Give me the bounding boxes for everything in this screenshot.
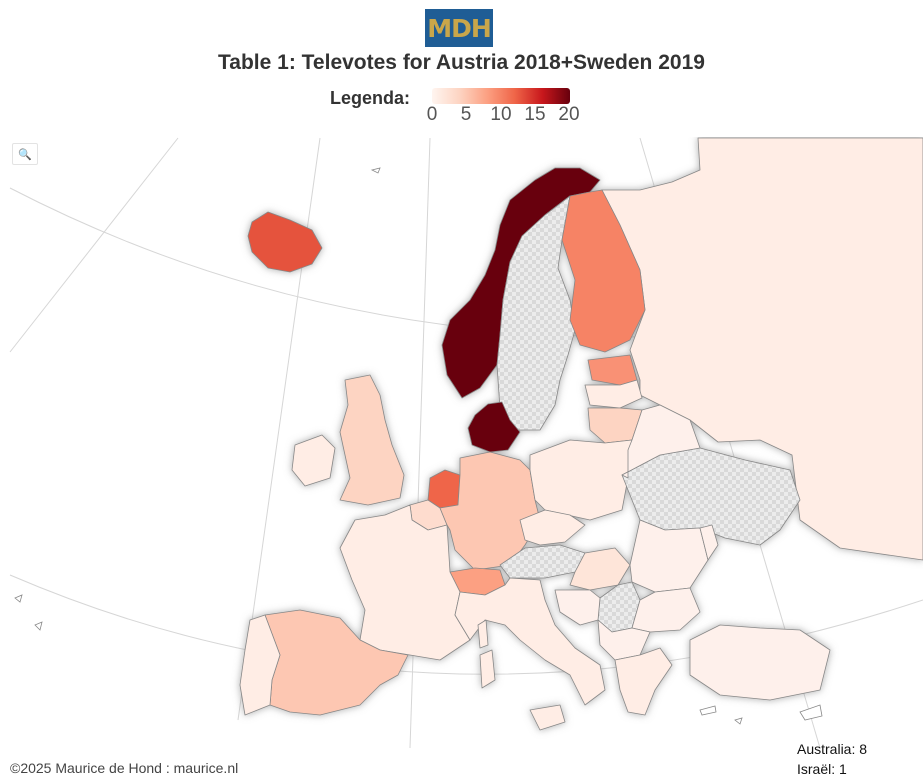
denmark[interactable]	[467, 401, 521, 453]
italy[interactable]	[454, 577, 606, 706]
greece[interactable]	[614, 647, 673, 716]
finland[interactable]	[561, 189, 646, 353]
sardinia[interactable]	[479, 649, 496, 689]
united-kingdom[interactable]	[339, 374, 405, 506]
legend-color-bar	[432, 88, 570, 104]
page-title: Table 1: Televotes for Austria 2018+Swed…	[218, 51, 705, 74]
iceland[interactable]	[247, 211, 323, 273]
map-search-button[interactable]: 🔍	[12, 143, 38, 165]
croatia-bosnia[interactable]	[554, 589, 601, 626]
legend-tick: 5	[460, 104, 472, 125]
ireland[interactable]	[291, 434, 336, 487]
legend-label: Legenda:	[330, 88, 411, 108]
latvia[interactable]	[584, 379, 643, 409]
north-balkans[interactable]	[597, 619, 651, 661]
estonia[interactable]	[587, 354, 638, 386]
corsica[interactable]	[477, 619, 489, 649]
czechia[interactable]	[519, 509, 586, 546]
portugal[interactable]	[239, 614, 281, 716]
belarus[interactable]	[621, 404, 701, 479]
germany[interactable]	[439, 451, 541, 571]
romania[interactable]	[629, 519, 709, 593]
extra-israel: Israël: 1	[797, 761, 847, 777]
extra-australia: Australia: 8	[797, 741, 868, 757]
moldova[interactable]	[699, 524, 719, 561]
sicily[interactable]	[529, 704, 566, 731]
netherlands[interactable]	[427, 469, 461, 509]
poland[interactable]	[529, 439, 633, 521]
turkey[interactable]	[689, 624, 831, 701]
bulgaria[interactable]	[631, 587, 701, 633]
copyright-credit: ©2025 Maurice de Hond : maurice.nl	[10, 760, 239, 776]
search-icon: 🔍	[18, 148, 32, 161]
legend-tick: 20	[558, 104, 580, 125]
legend-tick: 0	[426, 104, 438, 125]
small-islands	[14, 167, 823, 725]
hungary[interactable]	[569, 547, 631, 591]
legend-tick: 10	[490, 104, 512, 125]
mdh-logo: MDH	[425, 9, 493, 47]
sweden[interactable]	[496, 195, 576, 431]
europe-map[interactable]	[0, 137, 923, 750]
legend-tick: 15	[524, 104, 546, 125]
